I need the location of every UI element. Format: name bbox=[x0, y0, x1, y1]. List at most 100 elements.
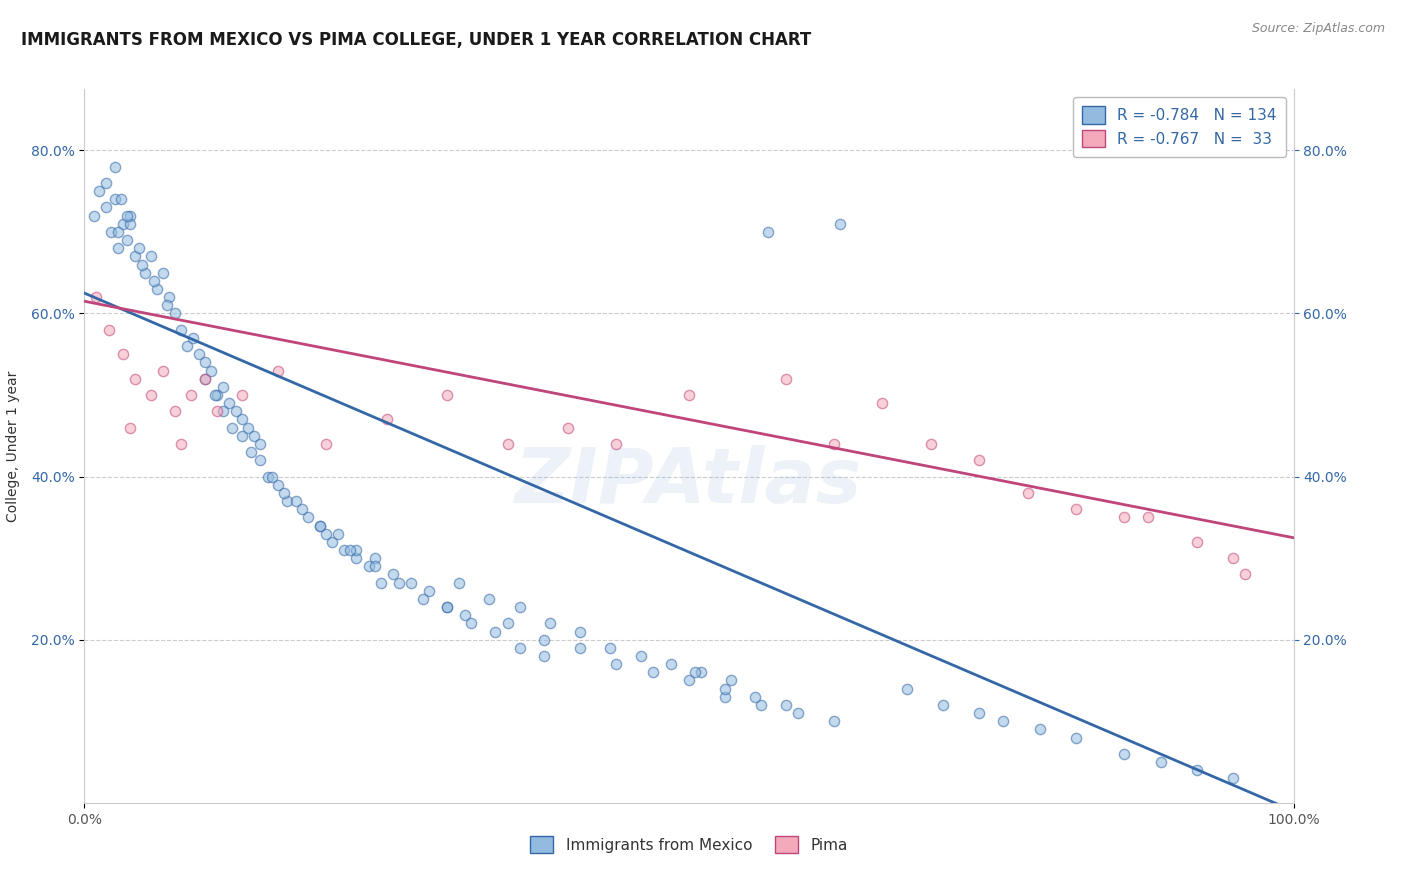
Point bbox=[146, 282, 169, 296]
Point bbox=[267, 477, 290, 491]
Point bbox=[165, 404, 187, 418]
Point bbox=[188, 347, 211, 361]
Point bbox=[678, 673, 700, 688]
Point bbox=[107, 241, 129, 255]
Point bbox=[1064, 731, 1087, 745]
Point bbox=[107, 225, 129, 239]
Point bbox=[165, 306, 187, 320]
Point bbox=[496, 616, 519, 631]
Point bbox=[339, 543, 361, 558]
Point bbox=[152, 363, 174, 377]
Point bbox=[1234, 567, 1257, 582]
Point bbox=[155, 298, 177, 312]
Point bbox=[714, 690, 737, 704]
Point bbox=[240, 445, 263, 459]
Point bbox=[399, 575, 422, 590]
Point bbox=[1185, 534, 1208, 549]
Point bbox=[194, 372, 217, 386]
Point bbox=[683, 665, 706, 680]
Point bbox=[86, 290, 108, 304]
Point bbox=[751, 698, 773, 712]
Point bbox=[207, 388, 229, 402]
Point bbox=[260, 469, 283, 483]
Point bbox=[273, 486, 295, 500]
Point bbox=[436, 600, 458, 615]
Point bbox=[120, 217, 142, 231]
Point bbox=[181, 331, 204, 345]
Point bbox=[509, 640, 531, 655]
Point bbox=[200, 363, 222, 377]
Point bbox=[786, 706, 808, 720]
Point bbox=[436, 600, 458, 615]
Point bbox=[104, 160, 127, 174]
Point bbox=[605, 437, 627, 451]
Text: IMMIGRANTS FROM MEXICO VS PIMA COLLEGE, UNDER 1 YEAR CORRELATION CHART: IMMIGRANTS FROM MEXICO VS PIMA COLLEGE, … bbox=[21, 31, 811, 49]
Point bbox=[231, 429, 253, 443]
Point bbox=[236, 420, 259, 434]
Point bbox=[83, 209, 105, 223]
Point bbox=[291, 502, 314, 516]
Point bbox=[454, 608, 477, 623]
Point bbox=[94, 201, 117, 215]
Point bbox=[1114, 747, 1136, 761]
Point bbox=[449, 575, 471, 590]
Point bbox=[297, 510, 319, 524]
Point bbox=[87, 184, 110, 198]
Point bbox=[370, 575, 392, 590]
Point bbox=[231, 412, 253, 426]
Point bbox=[533, 632, 555, 647]
Point bbox=[225, 404, 247, 418]
Point bbox=[720, 673, 742, 688]
Point bbox=[321, 534, 343, 549]
Point bbox=[872, 396, 894, 410]
Point bbox=[212, 404, 235, 418]
Point bbox=[496, 437, 519, 451]
Point bbox=[388, 575, 411, 590]
Point bbox=[249, 453, 271, 467]
Point bbox=[1028, 723, 1050, 737]
Point bbox=[896, 681, 918, 696]
Point bbox=[357, 559, 380, 574]
Point bbox=[221, 420, 243, 434]
Point bbox=[309, 518, 332, 533]
Point bbox=[152, 266, 174, 280]
Point bbox=[569, 640, 592, 655]
Point bbox=[823, 437, 845, 451]
Point bbox=[120, 420, 142, 434]
Y-axis label: College, Under 1 year: College, Under 1 year bbox=[6, 370, 20, 522]
Point bbox=[231, 388, 253, 402]
Point bbox=[775, 372, 797, 386]
Point bbox=[112, 347, 135, 361]
Point bbox=[176, 339, 198, 353]
Point bbox=[131, 258, 153, 272]
Point bbox=[641, 665, 664, 680]
Point bbox=[412, 591, 434, 606]
Point bbox=[967, 706, 990, 720]
Point bbox=[249, 437, 271, 451]
Point bbox=[1222, 551, 1244, 566]
Point bbox=[157, 290, 180, 304]
Point bbox=[242, 429, 264, 443]
Point bbox=[120, 209, 142, 223]
Point bbox=[143, 274, 166, 288]
Point bbox=[346, 543, 368, 558]
Point bbox=[363, 551, 385, 566]
Point bbox=[124, 372, 146, 386]
Point bbox=[346, 551, 368, 566]
Point bbox=[1017, 486, 1039, 500]
Point bbox=[630, 648, 652, 663]
Point bbox=[775, 698, 797, 712]
Point bbox=[218, 396, 240, 410]
Point bbox=[436, 388, 458, 402]
Point bbox=[690, 665, 713, 680]
Point bbox=[276, 494, 298, 508]
Point bbox=[104, 192, 127, 206]
Point bbox=[315, 526, 337, 541]
Point bbox=[484, 624, 506, 639]
Legend: Immigrants from Mexico, Pima: Immigrants from Mexico, Pima bbox=[524, 830, 853, 859]
Point bbox=[830, 217, 852, 231]
Point bbox=[538, 616, 561, 631]
Point bbox=[315, 437, 337, 451]
Point bbox=[756, 225, 779, 239]
Point bbox=[194, 372, 217, 386]
